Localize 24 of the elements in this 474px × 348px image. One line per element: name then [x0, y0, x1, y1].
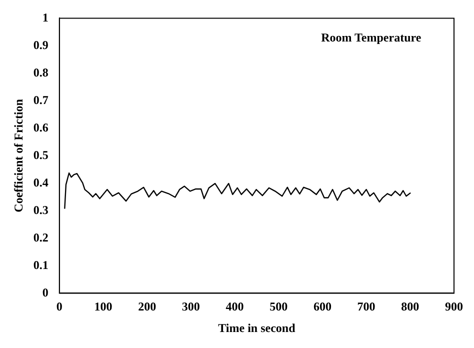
- y-tick-label: 0.7: [33, 92, 48, 107]
- y-tick-label: 0: [42, 285, 48, 300]
- y-tick-label: 0.1: [33, 258, 48, 272]
- y-tick-label: 0.9: [33, 38, 48, 52]
- y-tick-label: 0.2: [33, 230, 48, 244]
- x-tick-label: 800: [401, 299, 420, 314]
- x-tick-label: 0: [56, 299, 62, 314]
- x-tick-label: 900: [445, 299, 463, 314]
- x-tick-label: 600: [313, 299, 332, 314]
- x-axis-title: Time in second: [218, 320, 296, 335]
- y-tick-label: 0.5: [33, 148, 48, 162]
- y-tick-label: 0.6: [33, 120, 48, 134]
- y-axis-title: Coefficient of Friction: [11, 98, 26, 212]
- x-tick-label: 700: [357, 299, 376, 314]
- x-tick-label: 500: [270, 299, 288, 314]
- y-tick-label: 0.8: [33, 65, 48, 80]
- y-tick-label: 0.3: [33, 202, 48, 217]
- y-tick-label: 1: [42, 10, 48, 24]
- y-tick-label: 0.4: [33, 175, 48, 190]
- x-tick-label: 100: [94, 299, 112, 314]
- x-tick-label: 200: [138, 299, 156, 314]
- annotation: Room Temperature: [321, 30, 422, 44]
- x-tick-label: 400: [226, 299, 244, 314]
- x-tick-label: 300: [182, 299, 200, 314]
